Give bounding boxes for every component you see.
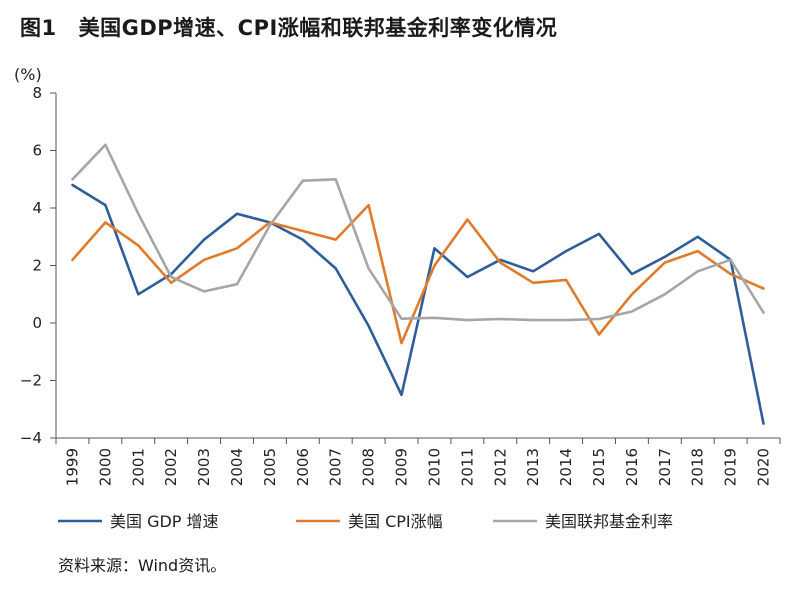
x-tick-label: 2015 (590, 448, 608, 486)
series-line-2 (71, 203, 765, 345)
x-tick-label: 2001 (129, 448, 147, 486)
x-tick-label: 2011 (458, 448, 476, 486)
figure-title-text: 美国GDP增速、CPI涨幅和联邦基金利率变化情况 (78, 16, 558, 40)
y-axis-unit-label: (%) (14, 65, 42, 84)
figure-number: 图1 (20, 16, 57, 40)
x-tick-label: 2016 (623, 448, 641, 486)
legend-label-2: 美国 CPI涨幅 (348, 512, 443, 531)
x-tick-label: 2019 (722, 448, 740, 486)
x-tick-label: 2013 (524, 448, 542, 486)
x-tick-label: 2008 (360, 448, 378, 486)
x-tick-label: 2005 (261, 448, 279, 486)
x-tick-label: 2017 (656, 448, 674, 486)
x-tick-label: 2004 (228, 448, 246, 486)
y-tick-label: 6 (32, 142, 42, 160)
y-tick-label: −4 (20, 429, 42, 447)
x-tick-label: 2018 (689, 448, 707, 486)
y-tick-label: −2 (20, 372, 42, 390)
chart-title: 图1 美国GDP增速、CPI涨幅和联邦基金利率变化情况 (20, 12, 579, 42)
y-tick-label: 0 (32, 314, 42, 332)
source-note: 资料来源：Wind资讯。 (58, 556, 227, 575)
y-tick-label: 2 (32, 257, 42, 275)
x-tick-label: 1999 (63, 448, 81, 486)
x-tick-label: 2012 (491, 448, 509, 486)
x-tick-label: 2010 (425, 448, 443, 486)
x-tick-label: 2002 (162, 448, 180, 486)
x-tick-label: 2020 (755, 448, 773, 486)
x-tick-label: 2006 (294, 448, 312, 486)
series-line-3 (71, 143, 765, 322)
x-tick-label: 2007 (327, 448, 345, 486)
x-tick-label: 2009 (393, 448, 411, 486)
y-tick-label: 8 (32, 84, 42, 102)
y-tick-label: 4 (32, 199, 42, 217)
legend-label-1: 美国 GDP 增速 (110, 512, 219, 531)
series-line-1 (71, 183, 765, 425)
x-tick-label: 2003 (195, 448, 213, 486)
x-tick-label: 2014 (557, 448, 575, 486)
legend-label-3: 美国联邦基金利率 (545, 512, 673, 531)
x-tick-label: 2000 (96, 448, 114, 486)
